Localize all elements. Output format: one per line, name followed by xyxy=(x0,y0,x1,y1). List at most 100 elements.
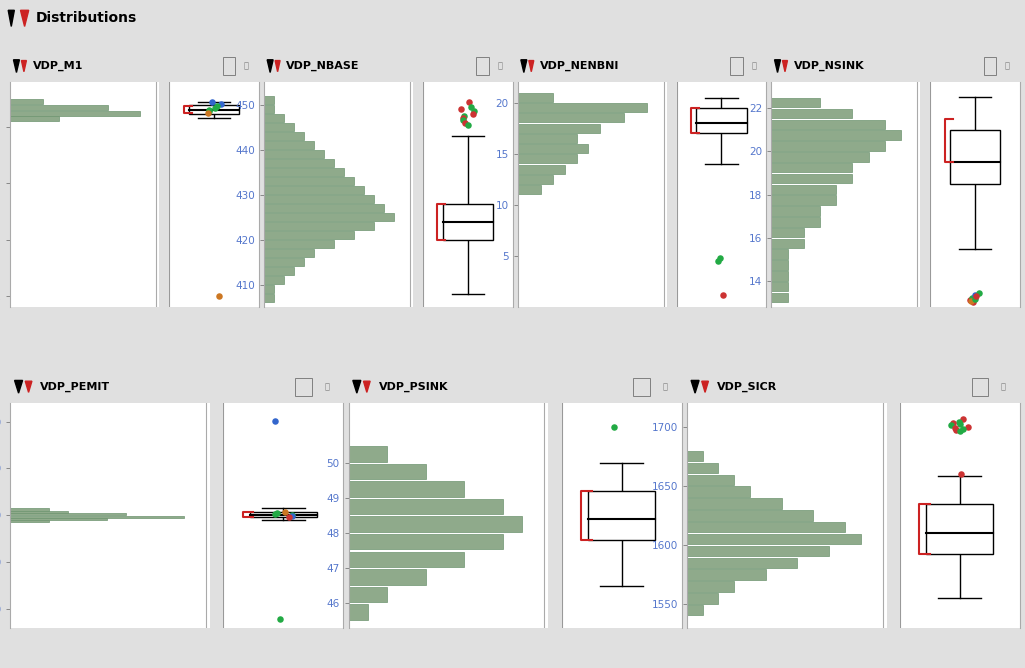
Bar xyxy=(696,108,746,134)
Bar xyxy=(687,463,719,473)
Point xyxy=(959,421,976,432)
Polygon shape xyxy=(13,59,19,72)
Point xyxy=(209,101,226,112)
Polygon shape xyxy=(353,380,361,393)
Bar xyxy=(264,213,394,221)
Bar xyxy=(264,277,284,284)
Text: VDP_NBASE: VDP_NBASE xyxy=(286,61,360,71)
Bar xyxy=(10,511,69,513)
Point xyxy=(201,106,217,117)
Bar xyxy=(687,546,829,556)
Bar xyxy=(264,267,294,275)
Polygon shape xyxy=(702,381,708,392)
Bar xyxy=(771,184,836,194)
Bar xyxy=(264,96,274,104)
Point xyxy=(201,104,217,115)
Bar xyxy=(984,57,996,75)
Bar xyxy=(687,558,797,568)
Bar xyxy=(264,159,334,167)
Bar xyxy=(264,114,284,122)
Point xyxy=(952,468,969,479)
Point xyxy=(955,414,972,425)
Bar xyxy=(264,195,374,203)
Bar xyxy=(10,520,49,522)
Point xyxy=(951,419,968,430)
Point xyxy=(211,291,228,301)
Point xyxy=(943,420,959,431)
Bar xyxy=(771,130,901,140)
Bar xyxy=(518,93,554,102)
Bar xyxy=(730,57,742,75)
Bar xyxy=(10,516,184,518)
Polygon shape xyxy=(275,61,280,71)
Text: ⭐: ⭐ xyxy=(1000,382,1006,391)
Bar xyxy=(348,464,425,479)
Bar xyxy=(518,124,601,133)
Point xyxy=(462,102,479,112)
Point xyxy=(453,104,469,114)
Point xyxy=(964,292,980,303)
Point xyxy=(948,425,965,436)
Point xyxy=(968,293,984,304)
Text: ⭐: ⭐ xyxy=(751,61,756,71)
Point xyxy=(947,422,963,433)
Bar xyxy=(518,164,565,174)
Bar xyxy=(10,105,108,110)
Bar xyxy=(771,98,820,108)
Bar xyxy=(771,120,885,129)
Point xyxy=(965,297,981,307)
Bar xyxy=(10,508,49,510)
Bar xyxy=(771,109,853,118)
Bar xyxy=(687,498,781,509)
Bar xyxy=(222,57,235,75)
Text: ⭐: ⭐ xyxy=(497,61,502,71)
Text: ⭐: ⭐ xyxy=(662,382,667,391)
Bar xyxy=(348,516,523,532)
Point xyxy=(971,288,987,299)
Point xyxy=(461,97,478,108)
Point xyxy=(606,422,622,433)
Text: VDP_NENBNI: VDP_NENBNI xyxy=(540,61,619,71)
Point xyxy=(207,103,223,114)
Point xyxy=(950,416,967,427)
Bar xyxy=(687,451,702,462)
Bar xyxy=(771,163,853,172)
Point xyxy=(266,509,283,520)
Bar xyxy=(348,446,387,462)
Bar xyxy=(264,295,274,302)
Point xyxy=(204,97,220,108)
Polygon shape xyxy=(22,61,27,71)
Point xyxy=(457,118,474,128)
Point xyxy=(952,426,969,437)
Bar xyxy=(264,141,314,149)
Point xyxy=(967,290,983,301)
Text: Distributions: Distributions xyxy=(36,11,137,25)
Point xyxy=(955,424,972,434)
Bar xyxy=(687,605,702,615)
Point xyxy=(212,98,229,109)
Bar xyxy=(10,111,140,116)
Bar xyxy=(10,513,126,515)
Bar xyxy=(771,271,787,281)
Bar xyxy=(518,134,577,143)
Bar xyxy=(264,204,383,212)
Point xyxy=(455,111,472,122)
Bar xyxy=(264,132,303,140)
Bar xyxy=(687,581,734,592)
Bar xyxy=(950,130,1000,184)
Point xyxy=(944,418,960,428)
Bar xyxy=(264,150,324,158)
Bar xyxy=(518,154,577,164)
Bar xyxy=(264,186,364,194)
Bar xyxy=(588,491,655,540)
Bar xyxy=(264,231,354,239)
Point xyxy=(200,108,216,118)
Text: ⭐: ⭐ xyxy=(244,61,249,71)
Point xyxy=(281,512,297,522)
Polygon shape xyxy=(521,59,527,72)
Bar xyxy=(771,152,868,162)
Point xyxy=(284,511,300,522)
Bar xyxy=(348,552,464,567)
Bar xyxy=(927,504,993,554)
Text: VDP_M1: VDP_M1 xyxy=(33,61,83,71)
